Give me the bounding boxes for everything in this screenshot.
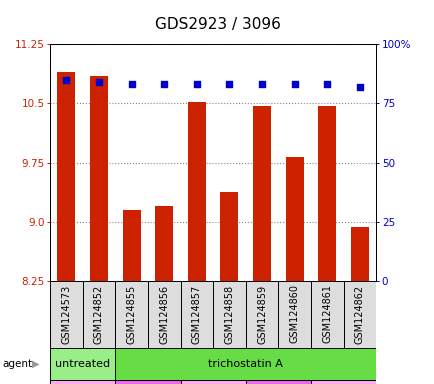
- Bar: [50, 348, 115, 380]
- Point: [95, 79, 102, 85]
- Bar: [343, 281, 375, 348]
- Bar: [350, 227, 368, 281]
- Point: [290, 81, 297, 88]
- Bar: [213, 281, 245, 348]
- Bar: [245, 380, 310, 384]
- Bar: [253, 106, 270, 281]
- Text: GSM124861: GSM124861: [322, 285, 332, 343]
- Bar: [57, 72, 75, 281]
- Text: GSM124852: GSM124852: [94, 285, 104, 344]
- Point: [258, 81, 265, 88]
- Bar: [122, 210, 140, 281]
- Text: GSM124862: GSM124862: [354, 285, 364, 344]
- Bar: [180, 281, 213, 348]
- Text: untreated: untreated: [55, 359, 110, 369]
- Point: [161, 81, 168, 88]
- Text: GSM124573: GSM124573: [61, 285, 71, 344]
- Bar: [50, 380, 115, 384]
- Bar: [220, 192, 238, 281]
- Bar: [245, 281, 278, 348]
- Text: GSM124856: GSM124856: [159, 285, 169, 344]
- Text: GSM124859: GSM124859: [256, 285, 266, 344]
- Bar: [115, 281, 148, 348]
- Text: GSM124858: GSM124858: [224, 285, 234, 344]
- Bar: [82, 281, 115, 348]
- Text: GSM124855: GSM124855: [126, 285, 136, 344]
- Bar: [310, 380, 375, 384]
- Point: [226, 81, 233, 88]
- Bar: [180, 380, 245, 384]
- Point: [193, 81, 200, 88]
- Bar: [155, 206, 173, 281]
- Point: [62, 77, 69, 83]
- Bar: [318, 106, 335, 281]
- Bar: [90, 76, 108, 281]
- Text: ▶: ▶: [32, 359, 39, 369]
- Text: GDS2923 / 3096: GDS2923 / 3096: [154, 17, 280, 32]
- Bar: [115, 348, 375, 380]
- Point: [323, 81, 330, 88]
- Bar: [285, 157, 303, 281]
- Text: GSM124860: GSM124860: [289, 285, 299, 343]
- Text: agent: agent: [2, 359, 32, 369]
- Bar: [148, 281, 180, 348]
- Point: [356, 84, 363, 90]
- Text: trichostatin A: trichostatin A: [208, 359, 283, 369]
- Bar: [50, 281, 82, 348]
- Bar: [310, 281, 343, 348]
- Bar: [115, 380, 180, 384]
- Point: [128, 81, 135, 88]
- Bar: [187, 102, 205, 281]
- Bar: [278, 281, 310, 348]
- Text: GSM124857: GSM124857: [191, 285, 201, 344]
